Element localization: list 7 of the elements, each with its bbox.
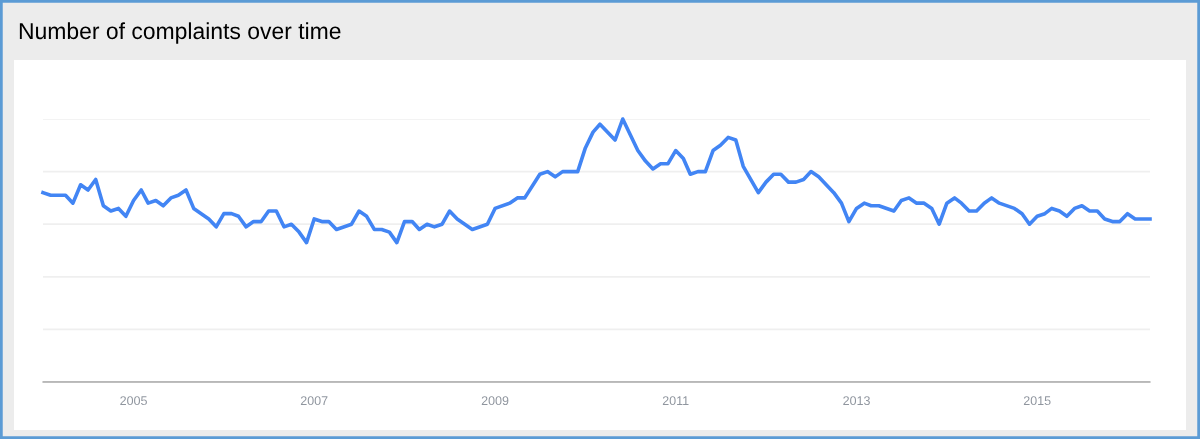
x-tick-label: 2009 — [481, 396, 509, 406]
x-tick-label: 2015 — [1023, 396, 1051, 406]
x-tick-label: 2007 — [300, 396, 328, 406]
x-tick-label: 2005 — [120, 396, 147, 406]
chart-title: Number of complaints over time — [19, 22, 341, 44]
x-tick-label: 2011 — [662, 396, 689, 406]
x-tick-label: 2013 — [843, 396, 870, 406]
